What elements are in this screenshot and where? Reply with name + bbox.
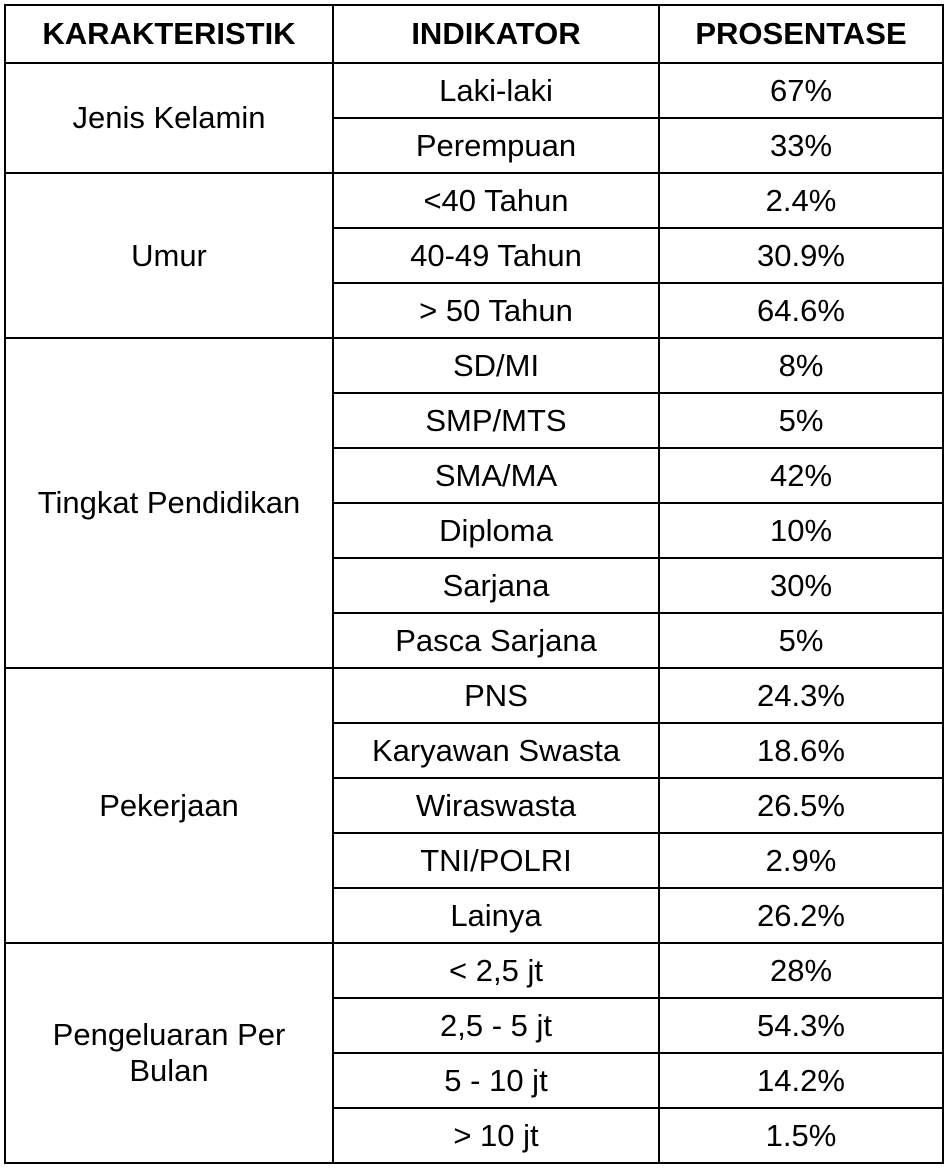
- table-row: Perempuan 33%: [5, 117, 944, 174]
- characteristics-table: KARAKTERISTIK INDIKATOR PROSENTASE Jenis…: [4, 4, 944, 1164]
- indikator-cell: > 10 jt: [332, 1107, 660, 1164]
- prosentase-cell: 28%: [658, 942, 944, 999]
- prosentase-cell: 14.2%: [658, 1052, 944, 1109]
- prosentase-cell: 42%: [658, 447, 944, 504]
- prosentase-cell: 8%: [658, 337, 944, 394]
- prosentase-cell: 10%: [658, 502, 944, 559]
- table-row: SMA/MA 42%: [5, 447, 944, 504]
- table-row: 2,5 - 5 jt 54.3%: [5, 997, 944, 1054]
- table-row: Pasca Sarjana 5%: [5, 612, 944, 669]
- indikator-cell: Laki-laki: [332, 62, 660, 119]
- header-row: KARAKTERISTIK INDIKATOR PROSENTASE: [4, 4, 944, 64]
- table-row: Wiraswasta 26.5%: [5, 777, 944, 834]
- indikator-cell: Wiraswasta: [332, 777, 660, 834]
- table-row: 5 - 10 jt 14.2%: [5, 1052, 944, 1109]
- table-row: Lainya 26.2%: [5, 887, 944, 944]
- prosentase-cell: 24.3%: [658, 667, 944, 724]
- prosentase-cell: 30.9%: [658, 227, 944, 284]
- category-cell: Pengeluaran Per Bulan: [4, 942, 334, 1164]
- table-row: Karyawan Swasta 18.6%: [5, 722, 944, 779]
- indikator-cell: SMA/MA: [332, 447, 660, 504]
- table-row: Pekerjaan PNS 24.3%: [4, 667, 944, 944]
- table-row: Pengeluaran Per Bulan < 2,5 jt 28%: [4, 942, 944, 1164]
- table-row: SMP/MTS 5%: [5, 392, 944, 449]
- indikator-cell: SMP/MTS: [332, 392, 660, 449]
- indikator-cell: TNI/POLRI: [332, 832, 660, 889]
- table-row: 40-49 Tahun 30.9%: [5, 227, 944, 284]
- indikator-cell: 40-49 Tahun: [332, 227, 660, 284]
- indikator-cell: > 50 Tahun: [332, 282, 660, 339]
- indikator-cell: Lainya: [332, 887, 660, 944]
- table-row: TNI/POLRI 2.9%: [5, 832, 944, 889]
- table-header: KARAKTERISTIK INDIKATOR PROSENTASE: [4, 4, 944, 64]
- prosentase-cell: 30%: [658, 557, 944, 614]
- table-row: Diploma 10%: [5, 502, 944, 559]
- header-karakteristik: KARAKTERISTIK: [4, 4, 334, 64]
- prosentase-cell: 54.3%: [658, 997, 944, 1054]
- prosentase-cell: 67%: [658, 62, 944, 119]
- prosentase-cell: 1.5%: [658, 1107, 944, 1164]
- prosentase-cell: 64.6%: [658, 282, 944, 339]
- prosentase-cell: 2.4%: [658, 172, 944, 229]
- prosentase-cell: 26.5%: [658, 777, 944, 834]
- prosentase-cell: 26.2%: [658, 887, 944, 944]
- category-cell: Jenis Kelamin: [4, 62, 334, 174]
- header-prosentase: PROSENTASE: [658, 4, 944, 64]
- prosentase-cell: 18.6%: [658, 722, 944, 779]
- indikator-cell: 2,5 - 5 jt: [332, 997, 660, 1054]
- table-row: > 50 Tahun 64.6%: [5, 282, 944, 339]
- category-cell: Tingkat Pendidikan: [4, 337, 334, 669]
- prosentase-cell: 2.9%: [658, 832, 944, 889]
- prosentase-cell: 5%: [658, 612, 944, 669]
- indikator-cell: Diploma: [332, 502, 660, 559]
- table-row: Jenis Kelamin Laki-laki 67%: [4, 62, 944, 174]
- indikator-cell: Sarjana: [332, 557, 660, 614]
- indikator-cell: Pasca Sarjana: [332, 612, 660, 669]
- indikator-cell: PNS: [332, 667, 660, 724]
- category-cell: Umur: [4, 172, 334, 339]
- indikator-cell: <40 Tahun: [332, 172, 660, 229]
- prosentase-cell: 33%: [658, 117, 944, 174]
- category-cell: Pekerjaan: [4, 667, 334, 944]
- indikator-cell: Perempuan: [332, 117, 660, 174]
- indikator-cell: Karyawan Swasta: [332, 722, 660, 779]
- indikator-cell: < 2,5 jt: [332, 942, 660, 999]
- prosentase-cell: 5%: [658, 392, 944, 449]
- table-body: Jenis Kelamin Laki-laki 67% Perempuan 33% Umu…: [4, 62, 944, 1164]
- table-row: Sarjana 30%: [5, 557, 944, 614]
- header-indikator: INDIKATOR: [332, 4, 660, 64]
- table-row: Tingkat Pendidikan SD/MI 8%: [4, 337, 944, 669]
- table-row: > 10 jt 1.5%: [5, 1107, 944, 1164]
- table-row: Umur <40 Tahun 2.4%: [4, 172, 944, 339]
- indikator-cell: SD/MI: [332, 337, 660, 394]
- indikator-cell: 5 - 10 jt: [332, 1052, 660, 1109]
